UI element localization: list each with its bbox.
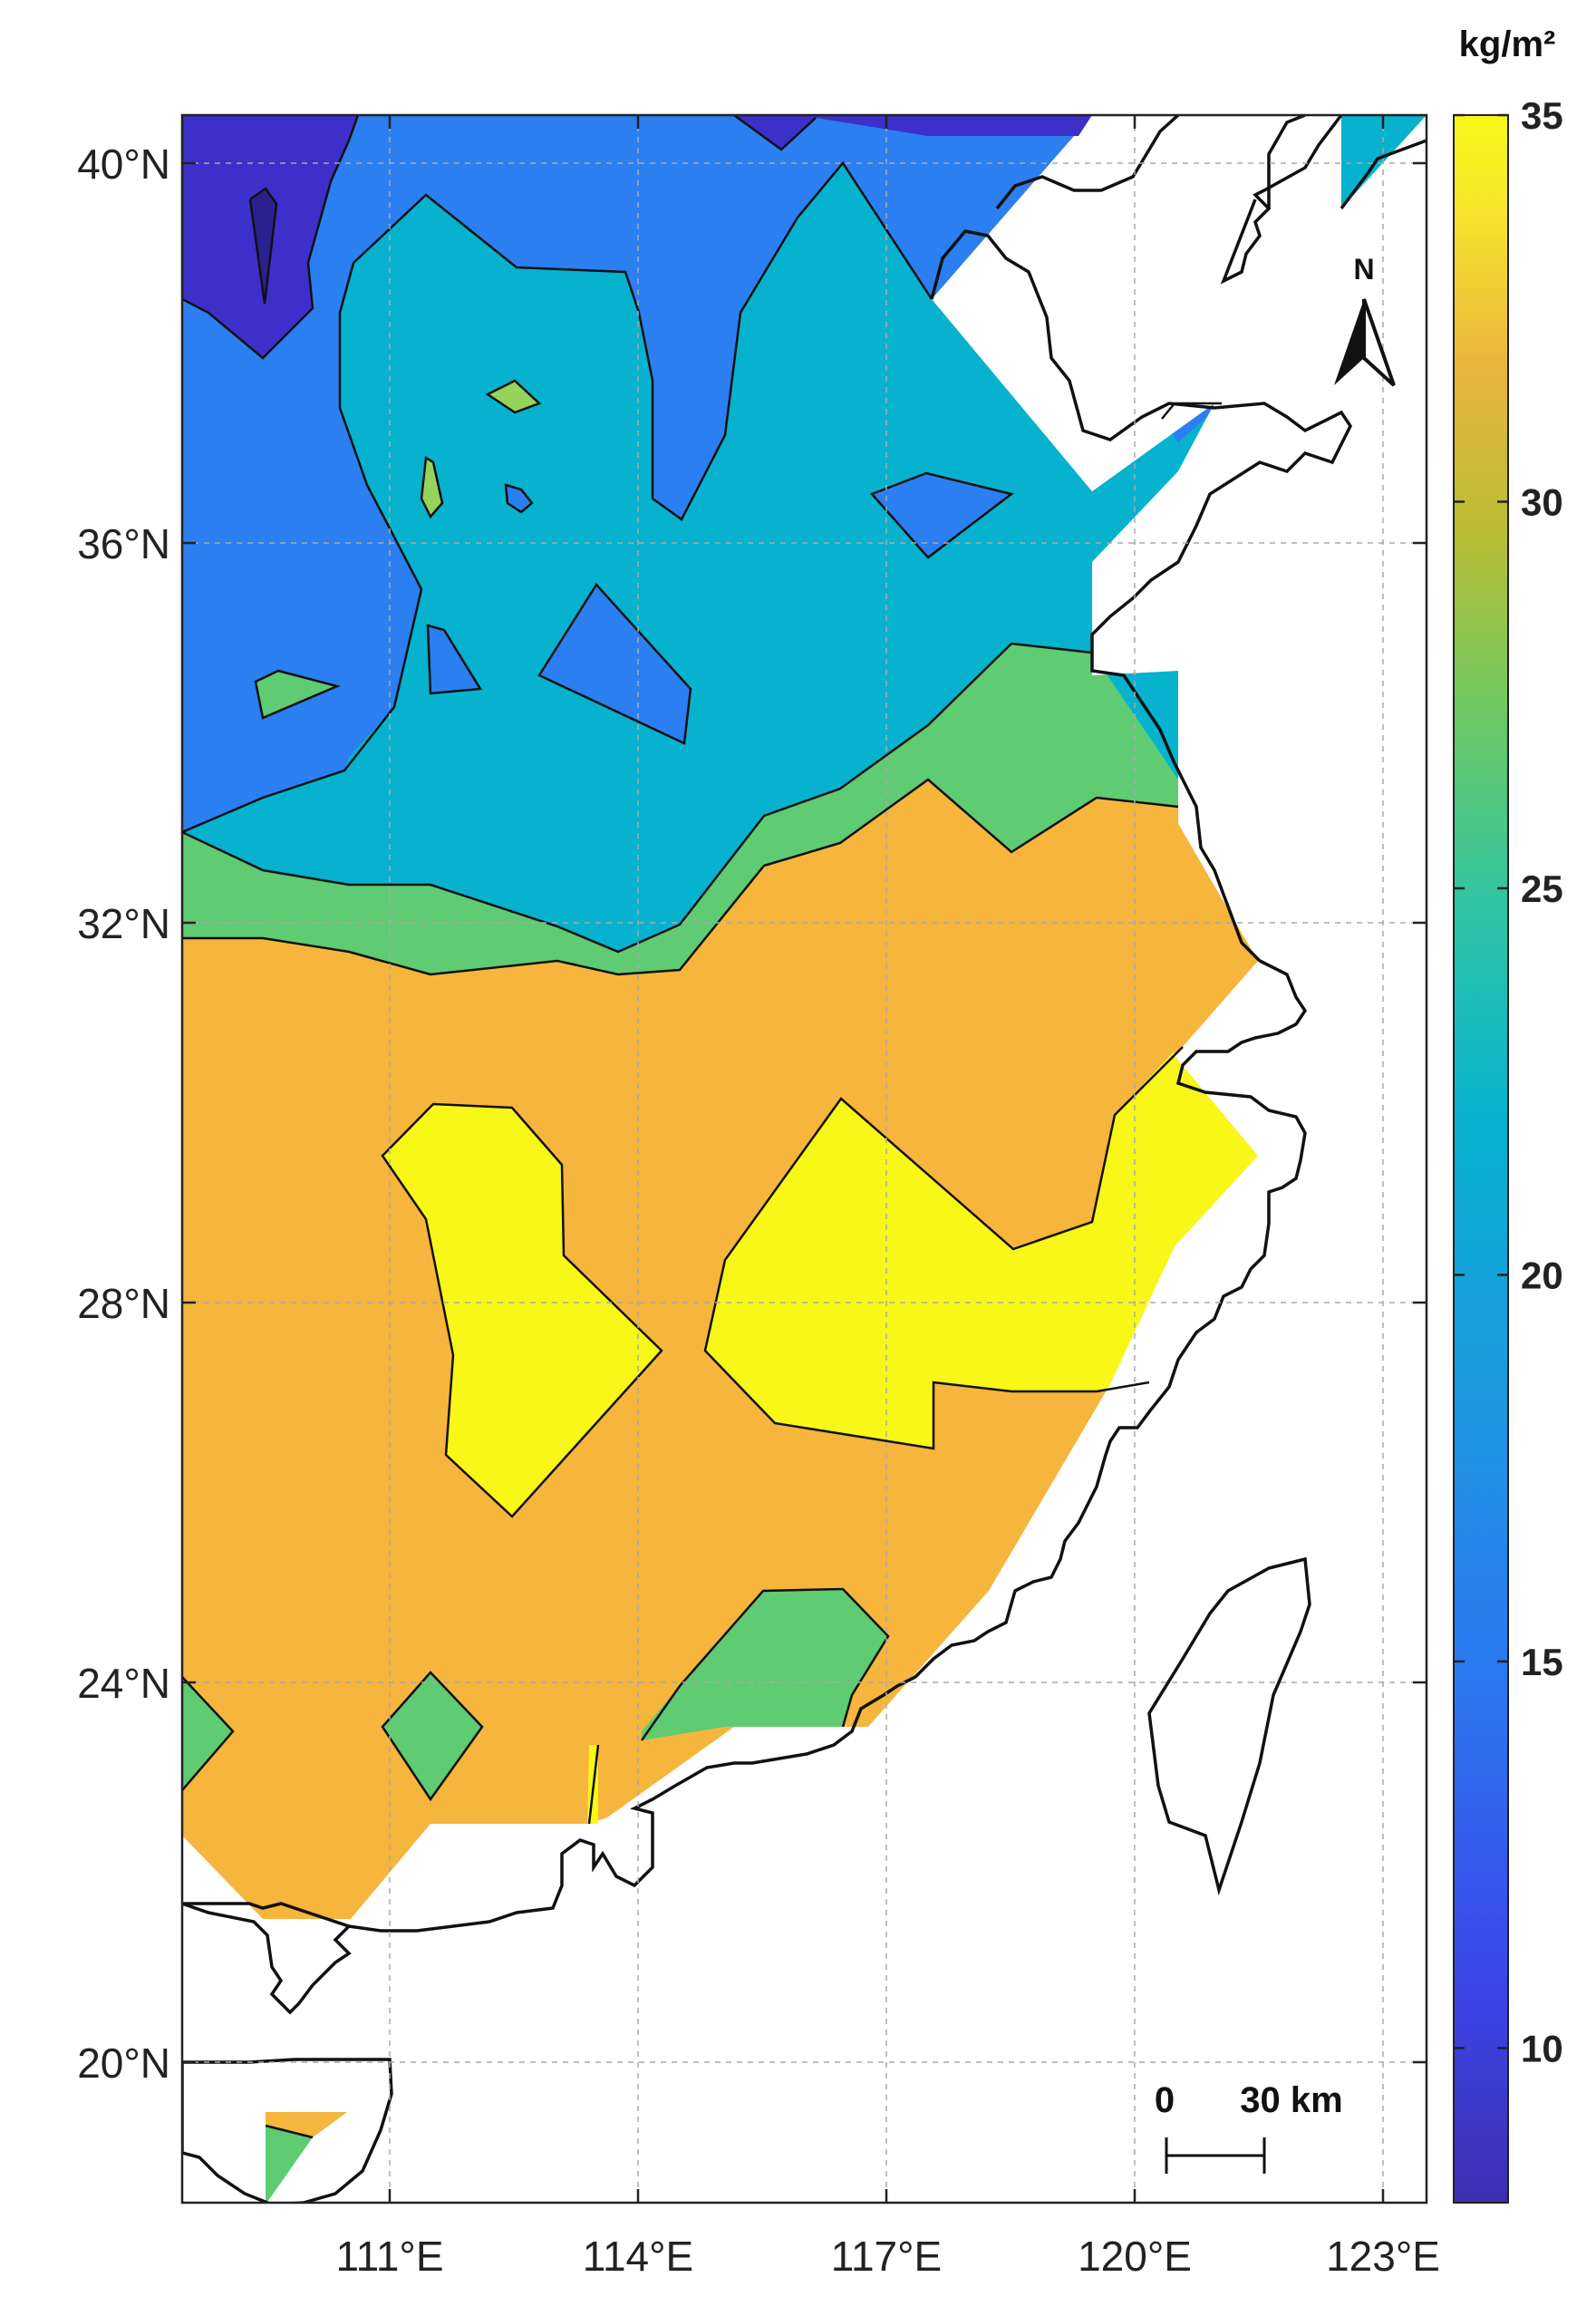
region-purple-n — [245, 115, 1092, 150]
colorbar-tick-label: 10 — [1521, 2027, 1563, 2069]
north-arrow: N — [1334, 253, 1396, 387]
lon-labels: 111°E 114°E 117°E 120°E 123°E — [336, 2233, 1440, 2280]
lon-label-120: 120°E — [1078, 2233, 1192, 2280]
region-teal — [182, 163, 1214, 952]
colorbar-tick-label: 15 — [1521, 1641, 1563, 1683]
north-arrow-label: N — [1353, 253, 1374, 286]
region-blue-small-2 — [428, 625, 480, 693]
colorbar-tick-label: 30 — [1521, 480, 1563, 523]
scale-bar: 0 30 km — [1155, 2080, 1343, 2174]
region-green-s1 — [382, 1672, 482, 1799]
colorbar-unit: kg/m² — [1459, 24, 1556, 64]
lon-label-114: 114°E — [583, 2233, 693, 2280]
lon-label-117: 117°E — [831, 2233, 942, 2280]
lat-label-40: 40°N — [77, 141, 170, 188]
lat-label-36: 36°N — [77, 520, 170, 567]
lat-label-24: 24°N — [77, 1660, 170, 1707]
colorbar-tick-label: 20 — [1521, 1254, 1563, 1296]
region-green-se — [642, 1589, 888, 1740]
lat-labels: 40°N 36°N 32°N 28°N 24°N 20°N — [77, 141, 170, 2087]
lat-label-28: 28°N — [77, 1280, 170, 1327]
scale-bar-end: 30 km — [1240, 2080, 1342, 2120]
region-blue-small-4 — [872, 473, 1011, 557]
plot-frame — [180, 113, 1428, 2205]
colorbar-gradient — [1453, 114, 1509, 2204]
graticule — [182, 115, 1427, 2203]
region-yellow-west — [382, 1104, 662, 1517]
scale-bar-start: 0 — [1155, 2080, 1175, 2120]
region-teal-ne-2 — [1341, 115, 1427, 208]
region-green-hainan-2 — [266, 2126, 313, 2203]
region-yellow-east — [705, 1051, 1258, 1449]
lon-label-123: 123°E — [1326, 2233, 1440, 2280]
contour-lines — [182, 115, 1222, 2139]
colorbar: kg/m² 35 30 25 20 15 10 — [1453, 24, 1563, 2204]
lon-label-111: 111°E — [336, 2233, 444, 2280]
lat-label-20: 20°N — [77, 2040, 170, 2087]
region-lightgreen-small-2 — [421, 458, 442, 517]
data-region — [182, 115, 1427, 2203]
lat-label-32: 32°N — [77, 900, 170, 947]
region-green — [182, 644, 1178, 974]
tick-marks — [182, 115, 1427, 2203]
region-blue-small-3 — [539, 585, 691, 743]
sea-white — [182, 115, 1427, 2203]
region-purple-dark-spike — [250, 189, 276, 304]
colorbar-tick-label: 25 — [1521, 867, 1563, 910]
colorbar-tick-label: 35 — [1521, 94, 1563, 137]
region-green-s2 — [182, 1677, 233, 1790]
region-orange-hainan-2 — [266, 2112, 347, 2137]
coastline — [182, 115, 1427, 2203]
region-green-small-1 — [256, 671, 337, 718]
north-arrow-icon — [1334, 299, 1364, 385]
